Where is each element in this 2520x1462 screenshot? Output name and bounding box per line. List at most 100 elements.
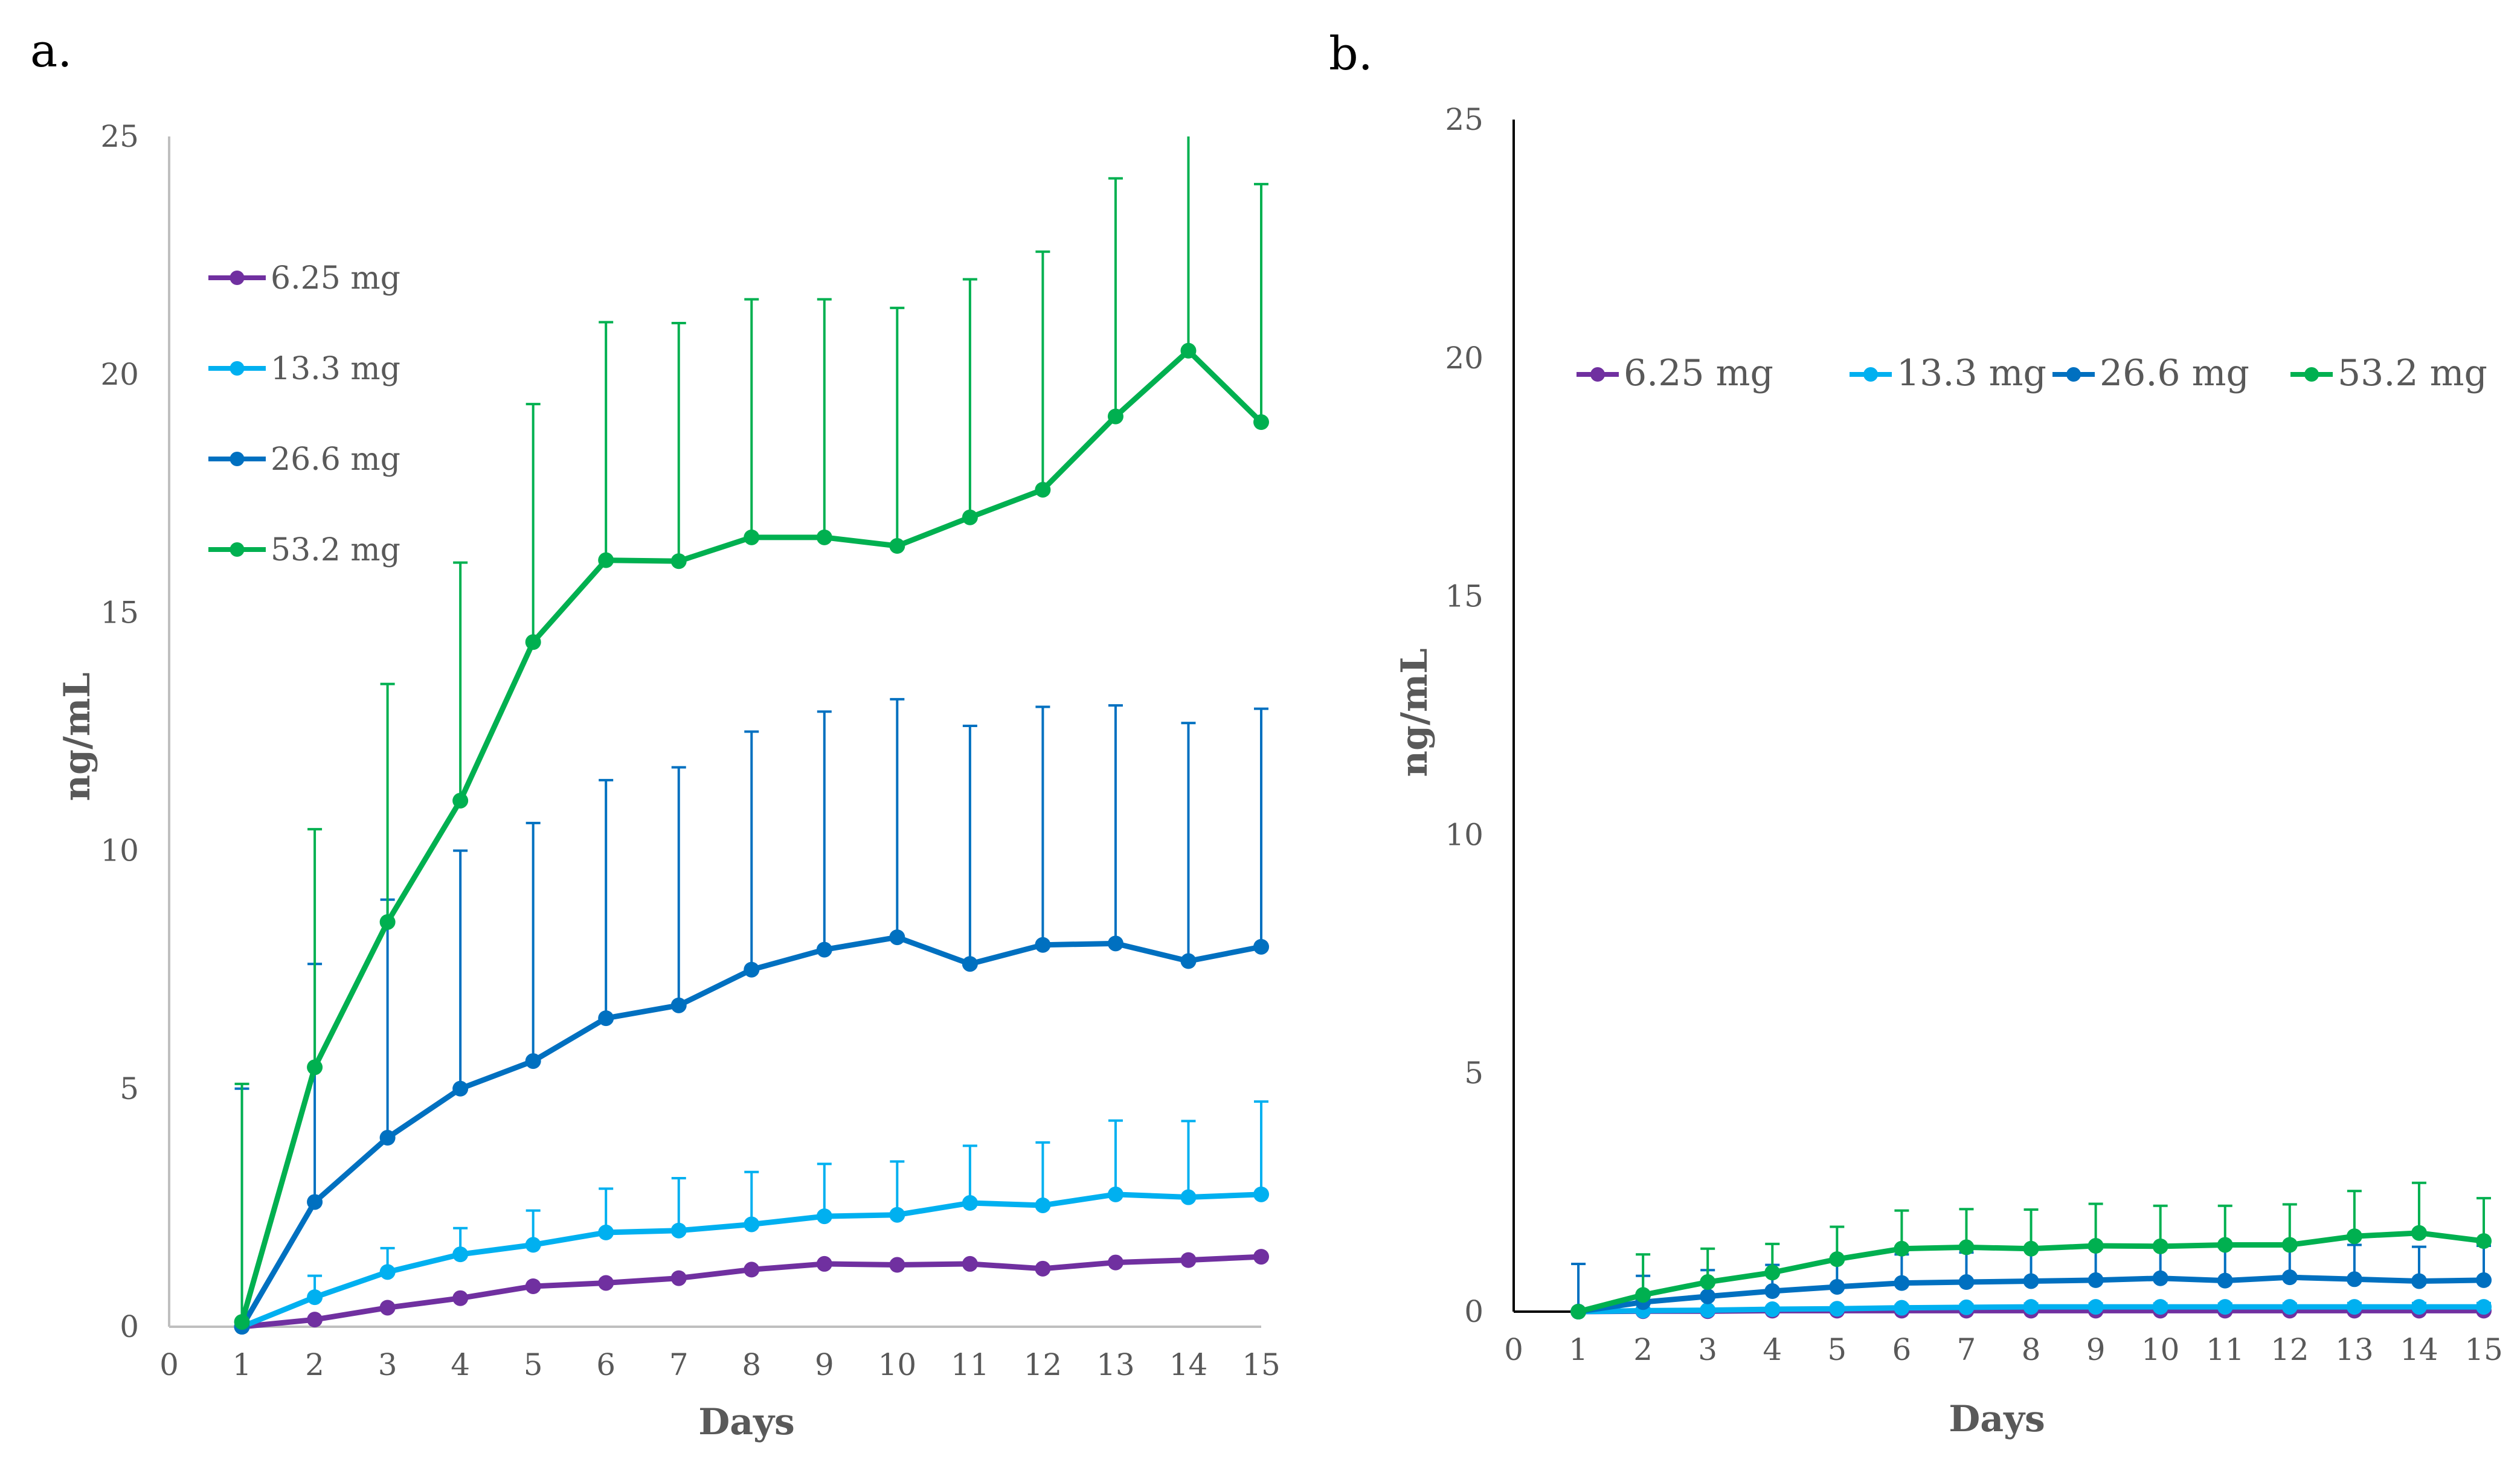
x-tick-label: 5 [1827, 1332, 1847, 1367]
chart-a-xlabel: Days [698, 1401, 795, 1443]
data-point [452, 1080, 469, 1097]
legend-swatch-marker [230, 452, 245, 466]
y-tick-label: 20 [1445, 341, 1483, 376]
data-point [1107, 935, 1123, 952]
x-tick-label: 6 [596, 1347, 616, 1382]
data-point [2023, 1273, 2039, 1289]
data-point [2152, 1299, 2168, 1315]
data-point [1829, 1251, 1845, 1268]
data-point [598, 1275, 614, 1291]
y-tick-label: 10 [100, 833, 139, 868]
data-point [2411, 1299, 2427, 1315]
data-point [307, 1059, 323, 1076]
data-point [2088, 1299, 2104, 1315]
data-point [1180, 953, 1197, 969]
data-point [2281, 1299, 2298, 1315]
data-point [1107, 408, 1123, 425]
x-tick-label: 9 [2086, 1332, 2106, 1367]
data-point [1035, 1260, 1051, 1277]
data-point [744, 1216, 760, 1233]
x-tick-label: 15 [2464, 1332, 2503, 1367]
data-point [379, 1264, 396, 1280]
data-point [1958, 1239, 1975, 1255]
y-tick-label: 25 [100, 119, 139, 154]
data-point [1635, 1287, 1651, 1303]
panel-a-label: a. [30, 24, 72, 77]
data-point [2476, 1272, 2492, 1288]
x-tick-label: 6 [1892, 1332, 1911, 1367]
data-point [1180, 1189, 1197, 1205]
data-point [2023, 1240, 2039, 1257]
data-point [1958, 1299, 1975, 1315]
legend-label: 13.3 mg [271, 351, 400, 387]
data-point [2476, 1299, 2492, 1315]
legend-label: 26.6 mg [271, 441, 400, 478]
data-point [1894, 1240, 1910, 1257]
legend-label: 53.2 mg [271, 532, 400, 568]
x-tick-label: 7 [669, 1347, 689, 1382]
data-point [525, 1237, 541, 1253]
data-point [744, 1262, 760, 1278]
y-tick-label: 15 [1445, 579, 1483, 614]
data-point [2088, 1272, 2104, 1288]
chart-b-xlabel: Days [1949, 1398, 2045, 1440]
data-point [2281, 1237, 2298, 1253]
x-tick-label: 13 [1096, 1347, 1135, 1382]
y-tick-label: 5 [1464, 1056, 1483, 1091]
data-point [1764, 1265, 1781, 1281]
y-tick-label: 0 [120, 1309, 139, 1344]
x-tick-label: 4 [451, 1347, 470, 1382]
data-point [452, 1246, 469, 1263]
chart-a-ylabel: ng/mL [56, 672, 98, 801]
data-point [525, 1278, 541, 1294]
x-tick-label: 8 [742, 1347, 761, 1382]
data-point [1958, 1274, 1975, 1290]
data-point [1107, 1186, 1123, 1202]
data-point [598, 552, 614, 568]
data-point [1180, 1252, 1197, 1268]
data-point [962, 956, 978, 972]
x-tick-label: 8 [2022, 1332, 2041, 1367]
data-point [889, 1207, 905, 1223]
legend-label: 53.2 mg [2338, 352, 2487, 394]
legend-label: 13.3 mg [1897, 352, 2046, 394]
data-point [816, 1255, 832, 1272]
x-tick-label: 7 [1957, 1332, 1976, 1367]
legend-swatch-marker [2304, 367, 2319, 382]
x-tick-label: 14 [1169, 1347, 1208, 1382]
x-tick-label: 11 [2206, 1332, 2245, 1367]
data-point [1035, 1197, 1051, 1213]
y-tick-label: 0 [1464, 1294, 1483, 1329]
data-point [2152, 1238, 2168, 1254]
data-point [670, 1222, 687, 1239]
x-tick-label: 0 [1504, 1332, 1523, 1367]
data-point [2476, 1233, 2492, 1249]
y-tick-label: 20 [100, 357, 139, 392]
x-tick-label: 12 [2271, 1332, 2309, 1367]
x-tick-label: 15 [1242, 1347, 1281, 1382]
y-tick-label: 10 [1445, 817, 1483, 852]
data-point [1253, 1249, 1269, 1265]
chart-b-ylabel: ng/mL [1393, 648, 1436, 777]
data-point [816, 941, 832, 958]
legend-swatch-marker [230, 361, 245, 376]
panel-b-label: b. [1329, 27, 1373, 80]
x-tick-label: 0 [159, 1347, 179, 1382]
x-tick-label: 3 [378, 1347, 397, 1382]
data-point [1253, 1186, 1269, 1202]
data-point [1570, 1304, 1587, 1319]
data-point [379, 1130, 396, 1146]
y-tick-label: 25 [1445, 102, 1483, 137]
data-point [307, 1312, 323, 1328]
data-point [1894, 1275, 1910, 1291]
data-point [452, 792, 469, 809]
data-point [2411, 1273, 2427, 1289]
data-point [670, 553, 687, 569]
data-point [2346, 1271, 2362, 1287]
data-point [744, 961, 760, 978]
data-point [1764, 1301, 1781, 1318]
legend-label: 6.25 mg [1624, 352, 1773, 394]
